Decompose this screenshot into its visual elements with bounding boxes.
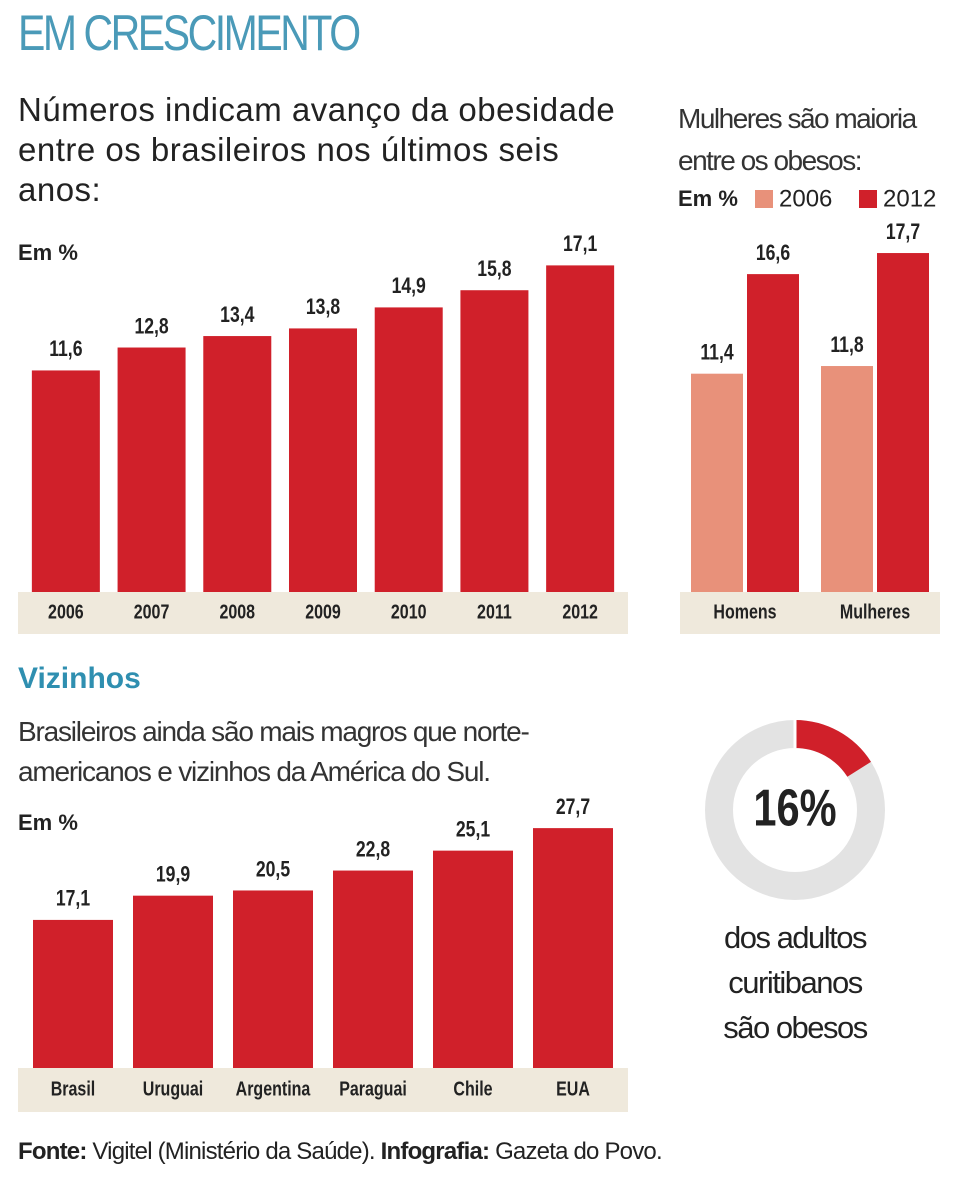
- source-line: Fonte: Vigitel (Ministério da Saúde). In…: [18, 1138, 663, 1166]
- chart-title: Mulheres são maioria entre os obesos:: [678, 103, 917, 176]
- value-label: 27,7: [556, 795, 590, 819]
- value-label: 20,5: [256, 858, 290, 882]
- source-label: Fonte:: [18, 1138, 87, 1165]
- bar: [533, 828, 613, 1068]
- x-tick-label: 2006: [48, 601, 84, 623]
- x-tick-label: Mulheres: [840, 601, 910, 623]
- section-heading: Vizinhos: [18, 662, 141, 695]
- value-label: 16,6: [756, 241, 790, 265]
- x-tick-label: 2012: [562, 601, 598, 623]
- x-tick-label: 2007: [134, 601, 170, 623]
- legend-label: 2012: [883, 185, 936, 212]
- x-tick-label: Paraguai: [339, 1078, 407, 1100]
- legend-swatch: [859, 190, 877, 208]
- bar: [433, 850, 513, 1068]
- legend-swatch: [755, 190, 773, 208]
- category-strip: [18, 592, 628, 634]
- bar: [233, 890, 313, 1068]
- value-label: 22,8: [356, 838, 390, 862]
- x-tick-label: Chile: [453, 1078, 492, 1100]
- bar: [203, 336, 272, 592]
- value-label: 13,4: [220, 303, 254, 327]
- value-label: 11,4: [700, 341, 733, 365]
- x-tick-label: Argentina: [236, 1078, 311, 1100]
- x-tick-label: Brasil: [51, 1078, 95, 1100]
- category-strip: [680, 592, 940, 634]
- x-tick-label: 2011: [477, 601, 512, 623]
- value-label: 11,6: [49, 337, 82, 361]
- x-tick-label: Uruguai: [143, 1078, 203, 1100]
- value-label: 19,9: [156, 863, 190, 887]
- bar: [821, 366, 873, 592]
- unit-label: Em %: [18, 240, 78, 265]
- bar: [289, 328, 357, 592]
- bar: [333, 870, 413, 1068]
- value-label: 14,9: [392, 274, 426, 298]
- chart-subtitle: Brasileiros ainda são mais magros que no…: [18, 716, 530, 787]
- donut-value: 16%: [753, 778, 836, 837]
- x-tick-label: 2008: [219, 601, 255, 623]
- value-label: 25,1: [456, 818, 490, 842]
- credit-label: Infografia:: [380, 1138, 490, 1165]
- x-tick-label: 2009: [305, 601, 341, 623]
- chart-title: Números indicam avanço da obesidade entr…: [18, 91, 616, 208]
- page-title: EM CRESCIMENTO: [18, 5, 361, 61]
- value-label: 12,8: [134, 315, 168, 339]
- unit-label: Em %: [678, 186, 738, 211]
- bar: [877, 253, 929, 593]
- value-label: 17,7: [886, 220, 920, 244]
- bar: [133, 895, 213, 1068]
- bar: [546, 265, 615, 592]
- value-label: 15,8: [477, 257, 511, 281]
- credit-text: Gazeta do Povo.: [495, 1138, 663, 1165]
- bar: [117, 347, 186, 592]
- x-tick-label: 2010: [391, 601, 427, 623]
- bar: [747, 274, 799, 592]
- legend-label: 2006: [779, 185, 832, 212]
- bar: [31, 370, 100, 592]
- x-tick-label: Homens: [713, 601, 776, 623]
- bar: [374, 307, 443, 592]
- bar: [691, 373, 743, 592]
- value-label: 17,1: [56, 887, 90, 911]
- donut-caption: dos adultos curitibanos são obesos: [723, 920, 868, 1045]
- value-label: 13,8: [306, 295, 340, 319]
- category-strip: [18, 1068, 628, 1112]
- source-text: Vigitel (Ministério da Saúde).: [92, 1138, 375, 1165]
- unit-label: Em %: [18, 810, 78, 835]
- bar: [460, 290, 529, 592]
- value-label: 11,8: [830, 333, 863, 357]
- value-label: 17,1: [563, 232, 597, 256]
- x-tick-label: EUA: [556, 1078, 590, 1100]
- bar: [33, 919, 113, 1068]
